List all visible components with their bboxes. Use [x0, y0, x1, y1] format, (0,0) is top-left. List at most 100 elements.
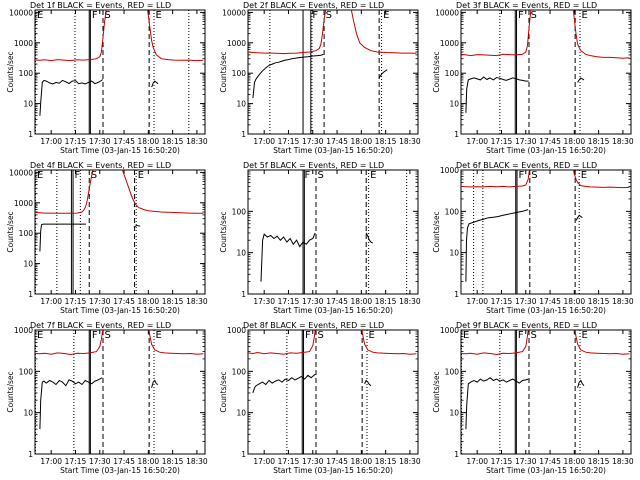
y-tick-label: 10: [449, 249, 459, 258]
series-line-lld: [572, 10, 630, 59]
x-tick-label: 17:30: [302, 297, 324, 306]
y-axis-label: Counts/sec: [219, 371, 228, 412]
x-tick-label: 17:15: [491, 457, 513, 466]
x-tick-label: 17:45: [326, 137, 348, 146]
x-tick-label: 17:00: [466, 457, 488, 466]
marker-label: E: [369, 330, 375, 341]
series-line-events: [577, 77, 585, 83]
x-tick-label: 18:00: [564, 297, 586, 306]
series-line-lld: [350, 10, 417, 54]
plot-frame: [34, 329, 206, 455]
series-line-lld: [148, 330, 204, 355]
y-tick-label: 1: [28, 130, 33, 139]
series-line-events: [364, 379, 372, 387]
x-tick-label: 17:00: [466, 297, 488, 306]
x-axis-label: Start Time (03-Jan-15 16:50:20): [273, 306, 393, 315]
marker-label: E: [370, 170, 376, 181]
y-tick-label: 10000: [435, 8, 459, 17]
x-tick-label: 17:15: [65, 137, 87, 146]
x-tick-label: 18:30: [399, 137, 421, 146]
x-tick-label: 18:15: [588, 297, 610, 306]
x-axis-label: Start Time (03-Jan-15 16:50:20): [60, 306, 180, 315]
chart-title: Det 9f BLACK = Events, RED = LLD: [456, 321, 597, 330]
x-tick-label: 17:30: [515, 137, 537, 146]
series-line-lld: [461, 10, 532, 57]
chart-title: Det 3f BLACK = Events, RED = LLD: [456, 1, 597, 10]
marker-label: F: [92, 330, 98, 341]
chart-title: Det 5f BLACK = Events, RED = LLD: [243, 161, 384, 170]
y-tick-label: 1000: [440, 39, 459, 48]
x-tick-label: 17:45: [539, 457, 561, 466]
x-tick-label: 17:30: [515, 457, 537, 466]
plot-frame: [247, 329, 419, 455]
series-line-lld: [572, 170, 630, 189]
x-tick-label: 18:00: [564, 457, 586, 466]
y-tick-label: 10: [23, 409, 33, 418]
x-tick-label: 17:45: [113, 457, 135, 466]
plot-area: [461, 10, 630, 134]
y-tick-label: 1000: [14, 326, 33, 335]
series-line-events: [133, 224, 141, 228]
y-tick-label: 10: [449, 409, 459, 418]
marker-label: E: [37, 330, 43, 341]
y-tick-label: 100: [445, 69, 460, 78]
marker-label: S: [326, 10, 332, 21]
series-line-events: [378, 69, 388, 79]
y-tick-label: 100: [232, 367, 247, 376]
x-tick-label: 18:00: [564, 137, 586, 146]
x-tick-label: 17:30: [89, 297, 111, 306]
plot-frame: [460, 329, 632, 455]
x-tick-label: 18:15: [375, 137, 397, 146]
series-line-events: [39, 377, 103, 430]
y-tick-label: 100: [445, 367, 460, 376]
x-tick-label: 17:00: [40, 137, 62, 146]
series-line-lld: [121, 170, 204, 214]
series-line-events: [39, 79, 104, 116]
x-tick-label: 17:45: [326, 297, 348, 306]
plot-area: [248, 330, 417, 454]
y-axis-label: Counts/sec: [432, 51, 441, 92]
y-tick-label: 10000: [9, 168, 33, 177]
plot-area: [35, 10, 204, 134]
y-tick-label: 1: [454, 290, 459, 299]
y-tick-label: 100: [19, 229, 34, 238]
x-tick-label: 17:15: [491, 297, 513, 306]
x-tick-label: 17:45: [326, 457, 348, 466]
y-tick-label: 1: [454, 450, 459, 459]
plot-area: [248, 10, 417, 134]
series-line-lld: [35, 170, 94, 214]
marker-label: S: [318, 330, 324, 341]
x-tick-label: 17:15: [65, 457, 87, 466]
y-tick-label: 10: [236, 409, 246, 418]
y-tick-label: 1000: [440, 326, 459, 335]
x-tick-label: 18:15: [375, 457, 397, 466]
series-line-events: [577, 379, 585, 388]
chart-panel-5: Det 5f BLACK = Events, RED = LLD 17:30 17:…: [219, 161, 421, 315]
marker-label: F: [75, 170, 81, 181]
series-line-lld: [461, 170, 530, 188]
series-line-lld: [574, 330, 630, 355]
x-tick-label: 17:30: [89, 457, 111, 466]
x-tick-label: 17:30: [89, 137, 111, 146]
x-tick-label: 18:30: [399, 457, 421, 466]
series-line-lld: [248, 10, 327, 55]
x-tick-label: 18:00: [138, 457, 160, 466]
series-line-events: [465, 209, 529, 282]
y-axis-label: Counts/sec: [432, 371, 441, 412]
chart-title: Det 1f BLACK = Events, RED = LLD: [30, 1, 171, 10]
x-tick-label: 18:15: [588, 137, 610, 146]
x-tick-label: 17:15: [278, 137, 300, 146]
x-tick-label: 18:00: [351, 137, 373, 146]
marker-label: E: [37, 10, 43, 21]
x-axis-label: Start Time (03-Jan-15 16:50:20): [60, 466, 180, 475]
x-tick-label: 18:00: [351, 457, 373, 466]
series-line-events: [151, 379, 159, 388]
y-tick-label: 100: [19, 367, 34, 376]
marker-label: F: [305, 170, 311, 181]
x-tick-label: 18:30: [186, 457, 208, 466]
y-tick-label: 100: [232, 69, 247, 78]
